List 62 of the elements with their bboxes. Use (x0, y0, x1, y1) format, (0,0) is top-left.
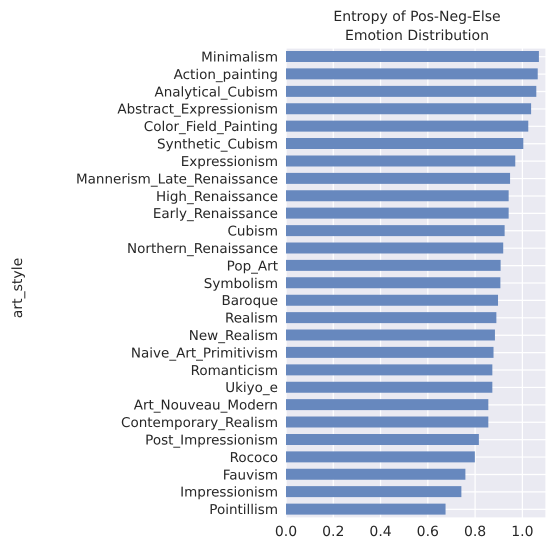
bar (286, 486, 462, 498)
bar (286, 172, 510, 184)
y-tick-label: Synthetic_Cubism (157, 136, 278, 153)
bar (286, 242, 504, 254)
y-tick-label: Symbolism (204, 276, 278, 292)
bar (286, 155, 516, 166)
bar (286, 190, 509, 202)
y-tick-label: Analytical_Cubism (154, 84, 278, 100)
bar (286, 103, 532, 114)
y-tick-label: Northern_Renaissance (127, 240, 278, 257)
y-tick-label: Mannerism_Late_Renaissance (76, 171, 278, 188)
x-tick-label: 0.6 (416, 524, 440, 540)
bar (286, 382, 492, 393)
y-tick-label: Pointillism (209, 502, 278, 518)
bar (286, 346, 494, 358)
x-tick-label: 0.0 (274, 524, 298, 540)
y-tick-label: Color_Field_Painting (144, 119, 278, 136)
y-tick-label: Naive_Art_Primitivism (130, 345, 278, 362)
y-tick-label: Impressionism (180, 484, 278, 501)
bar (286, 504, 446, 515)
y-tick-label: Post_Impressionism (145, 432, 278, 448)
bar (286, 277, 500, 288)
bar (286, 120, 528, 132)
bar (286, 416, 488, 428)
bar (286, 399, 488, 410)
y-tick-label: Realism (224, 310, 278, 327)
y-tick-label: Art_Nouveau_Modern (134, 398, 278, 414)
x-tick-label: 0.4 (369, 524, 392, 540)
bar (286, 138, 524, 150)
y-tick-label: Pop_Art (226, 258, 278, 274)
chart-title: Entropy of Pos-Neg-Else Emotion Distribution (332, 8, 502, 46)
bar (286, 312, 496, 324)
y-tick-label: Baroque (222, 293, 278, 310)
bar (286, 225, 505, 236)
bar (286, 51, 539, 62)
y-tick-label: Action_painting (174, 66, 278, 83)
y-tick-label: Minimalism (201, 49, 278, 66)
x-tick-label: 0.2 (322, 524, 344, 540)
bar (286, 330, 495, 341)
bar (286, 434, 479, 445)
bar (286, 451, 475, 462)
y-tick-label: Fauvism (222, 467, 278, 484)
bar (286, 86, 536, 97)
y-tick-label: Romanticism (190, 362, 278, 379)
x-tick-label: 1.0 (511, 524, 534, 540)
y-tick-label: Ukiyo_e (225, 380, 278, 396)
bar (286, 68, 538, 80)
x-tick-label: 0.8 (464, 524, 486, 540)
y-tick-label: High_Renaissance (156, 188, 278, 205)
y-tick-label: Abstract_Expressionism (117, 102, 278, 118)
y-tick-label: Contemporary_Realism (121, 415, 278, 432)
bar (286, 294, 498, 306)
bar (286, 208, 509, 219)
y-tick-label: Early_Renaissance (152, 206, 278, 222)
y-tick-label: Rococo (230, 450, 278, 466)
bar (286, 468, 466, 480)
y-tick-label: Expressionism (180, 154, 278, 170)
y-tick-label: New_Realism (188, 328, 278, 344)
y-axis-title: art_style (10, 258, 26, 318)
bar (286, 260, 501, 271)
bar (286, 364, 492, 376)
y-tick-label: Cubism (228, 224, 278, 240)
